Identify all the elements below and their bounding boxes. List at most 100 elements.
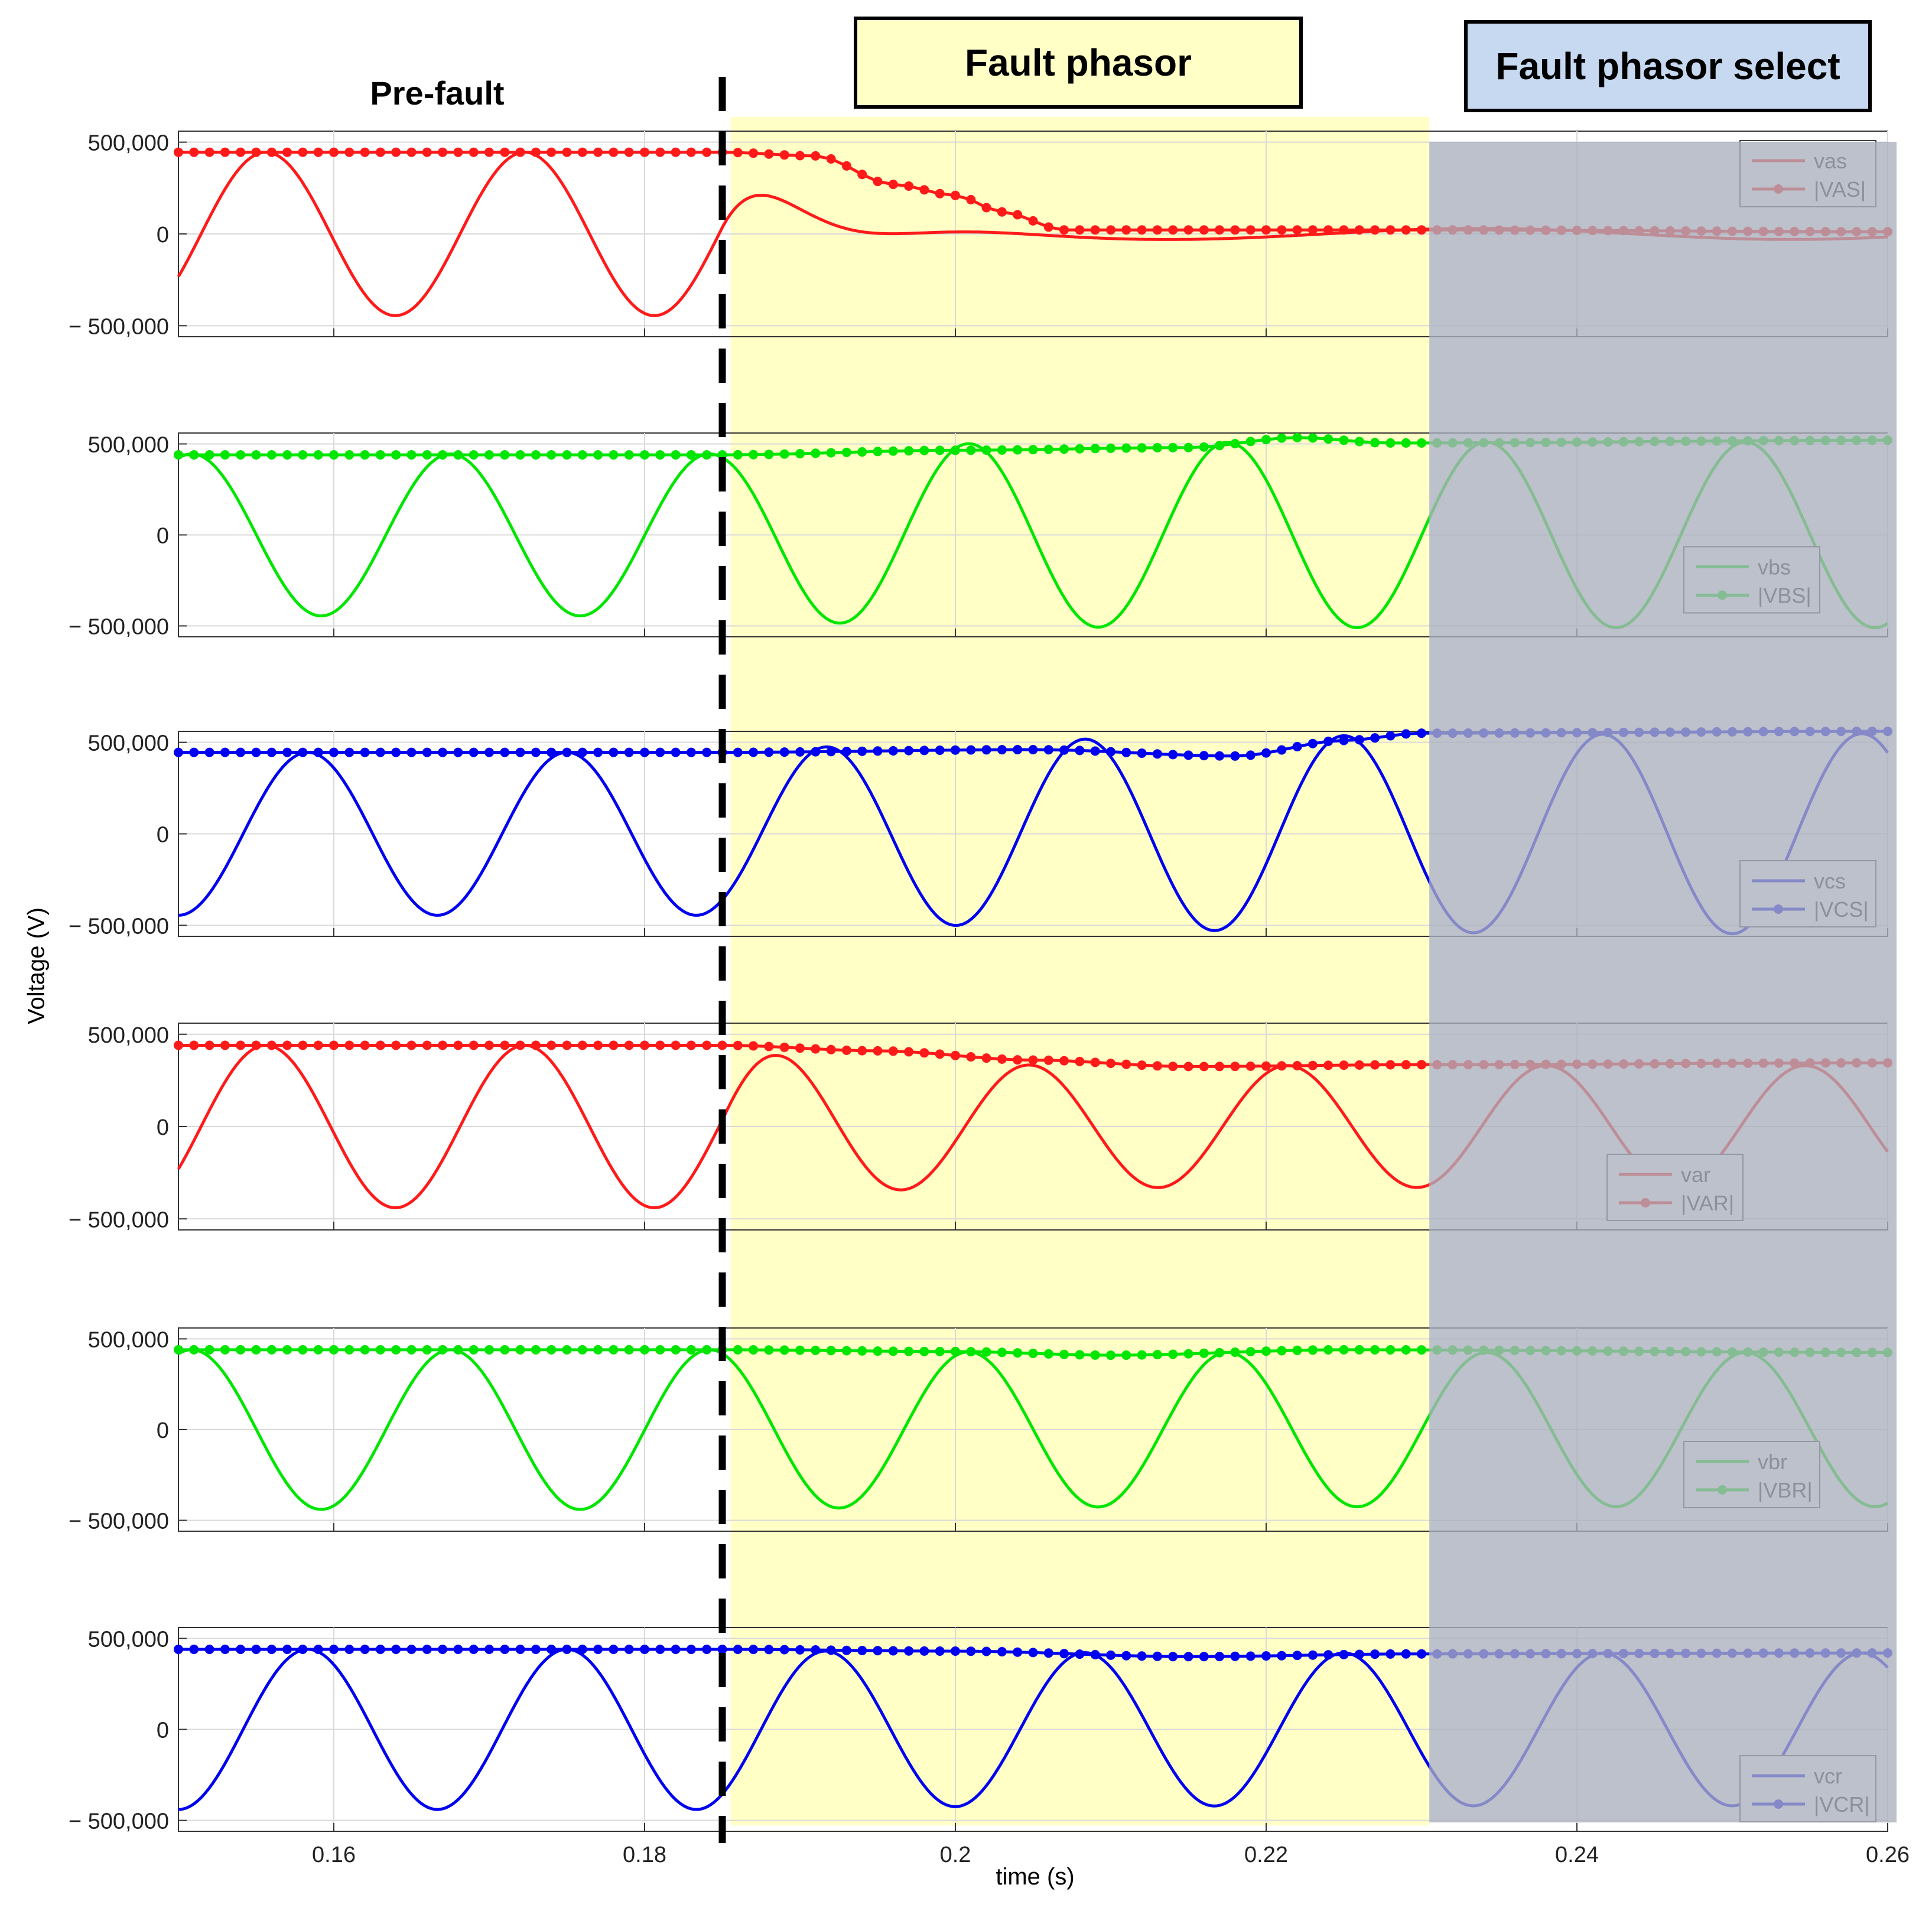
magnitude-point <box>1277 1346 1287 1356</box>
magnitude-point <box>1230 1062 1240 1072</box>
magnitude-point <box>1168 225 1178 235</box>
magnitude-point <box>1292 741 1302 751</box>
magnitude-point <box>826 747 836 757</box>
magnitude-point <box>266 1345 277 1355</box>
magnitude-point <box>1199 1348 1209 1358</box>
magnitude-point <box>204 1645 214 1654</box>
y-tick-label: − 500,000 <box>69 914 169 939</box>
y-tick-label: 500,000 <box>88 731 169 756</box>
magnitude-point <box>531 747 541 757</box>
magnitude-point <box>951 190 960 200</box>
magnitude-point <box>1245 1347 1256 1357</box>
magnitude-point <box>981 1053 991 1063</box>
magnitude-point <box>282 147 292 157</box>
magnitude-point <box>1028 1349 1038 1358</box>
magnitude-point <box>997 1647 1007 1656</box>
magnitude-point <box>811 1645 821 1655</box>
magnitude-point <box>1385 225 1396 235</box>
fault-phasor-region <box>730 117 1430 1825</box>
magnitude-point <box>1168 750 1178 760</box>
magnitude-point <box>1230 1651 1240 1661</box>
magnitude-point <box>1292 1651 1302 1661</box>
magnitude-point <box>1168 1349 1178 1359</box>
magnitude-point <box>1059 1056 1069 1066</box>
magnitude-point <box>779 1345 789 1355</box>
magnitude-point <box>919 746 929 756</box>
magnitude-point <box>919 1646 929 1656</box>
magnitude-point <box>1075 746 1085 756</box>
magnitude-point <box>981 1347 991 1357</box>
magnitude-point <box>671 747 681 757</box>
magnitude-point <box>888 1346 898 1356</box>
magnitude-point <box>1106 443 1115 453</box>
magnitude-point <box>515 1345 525 1355</box>
magnitude-point <box>1339 435 1349 445</box>
magnitude-point <box>1323 1650 1333 1660</box>
magnitude-point <box>562 1345 572 1355</box>
magnitude-point <box>857 1346 867 1356</box>
magnitude-point <box>1261 1651 1271 1661</box>
magnitude-point <box>1339 1060 1349 1070</box>
magnitude-point <box>997 745 1007 755</box>
magnitude-point <box>1013 210 1023 220</box>
magnitude-point <box>686 1645 696 1654</box>
magnitude-point <box>702 147 712 157</box>
magnitude-point <box>1385 1345 1396 1355</box>
magnitude-point <box>671 1040 681 1050</box>
magnitude-point <box>1013 745 1023 754</box>
magnitude-point <box>686 147 696 157</box>
magnitude-point <box>453 147 463 157</box>
magnitude-point <box>189 147 199 157</box>
magnitude-point <box>1075 1350 1085 1360</box>
magnitude-point <box>702 1345 712 1355</box>
y-tick-label: 0 <box>157 1718 169 1743</box>
magnitude-point <box>873 1046 883 1056</box>
magnitude-point <box>841 1645 851 1655</box>
magnitude-point <box>1385 438 1396 448</box>
magnitude-point <box>749 1645 759 1655</box>
magnitude-point <box>640 1645 649 1654</box>
magnitude-point <box>1075 1056 1085 1066</box>
magnitude-point <box>811 151 821 161</box>
magnitude-point <box>500 450 510 460</box>
magnitude-point <box>1028 1648 1038 1658</box>
magnitude-point <box>1339 735 1349 746</box>
magnitude-point <box>298 1040 308 1050</box>
magnitude-point <box>749 747 759 757</box>
magnitude-point <box>640 450 649 460</box>
magnitude-point <box>1370 733 1380 743</box>
magnitude-point <box>1277 433 1287 443</box>
magnitude-point <box>282 450 292 460</box>
magnitude-point <box>1261 1061 1271 1071</box>
magnitude-point <box>1339 1345 1349 1355</box>
magnitude-point <box>1183 1652 1193 1662</box>
magnitude-point <box>981 203 991 213</box>
magnitude-point <box>702 450 712 460</box>
magnitude-point <box>1277 745 1287 755</box>
magnitude-point <box>1370 225 1380 235</box>
x-tick-label: 0.24 <box>1555 1843 1599 1867</box>
magnitude-point <box>360 450 370 460</box>
magnitude-point <box>1013 1647 1023 1657</box>
magnitude-point <box>717 1040 727 1050</box>
magnitude-point <box>547 450 557 460</box>
magnitude-point <box>1230 225 1240 235</box>
magnitude-point <box>1323 434 1333 444</box>
magnitude-point <box>1090 1350 1100 1360</box>
magnitude-point <box>1137 1350 1147 1360</box>
magnitude-point <box>422 747 432 757</box>
magnitude-point <box>282 747 292 757</box>
magnitude-point <box>1028 1055 1038 1065</box>
magnitude-point <box>562 450 572 460</box>
magnitude-point <box>686 1040 696 1050</box>
magnitude-point <box>391 747 401 757</box>
magnitude-point <box>189 1345 199 1355</box>
magnitude-point <box>841 1346 851 1356</box>
magnitude-point <box>1230 751 1240 761</box>
magnitude-point <box>236 147 246 157</box>
magnitude-point <box>1013 1055 1023 1065</box>
magnitude-point <box>1292 1345 1302 1355</box>
magnitude-point <box>313 747 323 757</box>
magnitude-point <box>562 147 572 157</box>
magnitude-point <box>1106 1650 1115 1660</box>
